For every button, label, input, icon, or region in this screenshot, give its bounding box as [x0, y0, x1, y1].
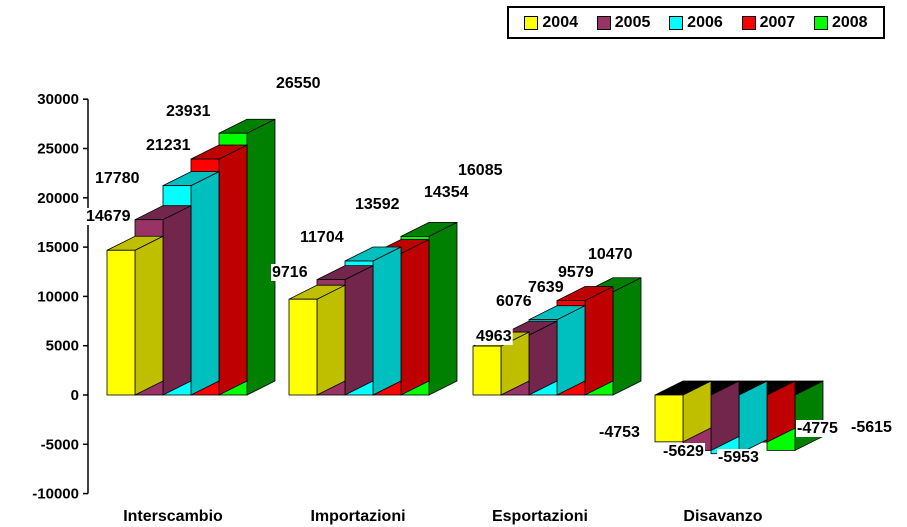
- data-label: 14354: [424, 184, 469, 201]
- data-label-bg: [598, 424, 642, 441]
- bar-side-face: [344, 264, 374, 396]
- data-label-bg: [850, 419, 894, 436]
- bar-side-face: [162, 205, 192, 396]
- y-tick-label: -10000: [32, 486, 79, 503]
- bar-side-face: [218, 144, 248, 396]
- data-label-bg: [557, 264, 595, 281]
- y-tick-label: 20000: [37, 190, 79, 207]
- data-label: 9716: [272, 264, 308, 281]
- legend-label: 2004: [542, 13, 578, 31]
- data-label: 14679: [86, 208, 131, 225]
- data-label: 7639: [528, 279, 564, 296]
- data-label: -5615: [851, 419, 892, 436]
- data-label: 16085: [458, 162, 503, 179]
- bar-side-face: [316, 284, 346, 396]
- data-label: -5629: [663, 443, 704, 460]
- data-label: 9579: [558, 264, 594, 281]
- legend-label: 2007: [759, 13, 796, 31]
- data-label-bg: [587, 246, 634, 263]
- y-tick-label: 0: [71, 387, 79, 404]
- legend-swatch: [813, 15, 828, 30]
- data-label: -4753: [599, 424, 640, 441]
- legend-item-2005: 2005: [596, 13, 651, 32]
- data-label: 11704: [300, 229, 344, 246]
- legend: 2004 2005 2006 2007 2008: [507, 6, 885, 39]
- legend-swatch: [596, 15, 611, 30]
- bar: [288, 298, 318, 396]
- data-label-bg: [527, 279, 565, 296]
- data-label: 4963: [476, 328, 512, 345]
- legend-item-2008: 2008: [813, 13, 868, 32]
- bar-side-face: [134, 235, 164, 396]
- data-label-bg: [717, 449, 761, 466]
- bar: [654, 394, 684, 443]
- data-label-bg: [85, 208, 132, 225]
- data-label: -5953: [718, 449, 759, 466]
- bar-side-face: [246, 118, 276, 396]
- bar: [472, 345, 502, 396]
- data-label: -4775: [797, 420, 838, 437]
- legend-label: 2006: [687, 13, 723, 31]
- data-label-bg: [354, 196, 401, 213]
- legend-label: 2005: [614, 13, 651, 31]
- data-label-bg: [299, 229, 345, 246]
- data-label: 23931: [166, 103, 211, 120]
- category-label: Disavanzo: [683, 508, 762, 525]
- legend-swatch: [741, 15, 756, 30]
- bar-side-face: [190, 171, 220, 396]
- data-label-bg: [145, 137, 192, 154]
- data-label: 26550: [276, 75, 321, 92]
- bar: [106, 249, 136, 396]
- y-tick-label: 5000: [46, 338, 79, 355]
- data-label: 10470: [588, 246, 633, 263]
- legend-item-2007: 2007: [741, 13, 796, 32]
- bar-side-face: [612, 277, 642, 396]
- data-label-bg: [271, 264, 309, 281]
- legend-label: 2008: [831, 13, 868, 31]
- y-tick-label: 30000: [37, 91, 79, 108]
- data-label-bg: [662, 443, 706, 460]
- data-label: 6076: [496, 293, 532, 310]
- data-label-bg: [495, 293, 533, 310]
- y-tick-label: 10000: [37, 288, 79, 305]
- data-label-bg: [457, 162, 504, 179]
- category-label: Esportazioni: [492, 508, 588, 525]
- y-tick-label: -5000: [41, 436, 79, 453]
- bar-side-face: [372, 246, 402, 396]
- bar-side-face: [556, 305, 586, 396]
- data-label-bg: [275, 75, 322, 92]
- bar-side-face: [584, 285, 614, 396]
- data-label: 17780: [95, 170, 140, 187]
- data-label-bg: [796, 420, 840, 437]
- data-label: 21231: [146, 137, 191, 154]
- y-tick-label: 25000: [37, 141, 79, 158]
- category-label: Importazioni: [310, 508, 405, 525]
- legend-item-2004: 2004: [524, 14, 578, 32]
- data-label: 13592: [355, 196, 400, 213]
- legend-swatch: [669, 15, 684, 30]
- bar-side-face: [428, 221, 458, 396]
- data-label-bg: [423, 184, 470, 201]
- y-tick-label: 15000: [37, 239, 79, 256]
- legend-swatch: [524, 15, 539, 30]
- bar-side-face: [400, 238, 430, 396]
- data-label-bg: [165, 103, 212, 120]
- data-label-bg: [475, 328, 513, 345]
- legend-item-2006: 2006: [669, 14, 723, 32]
- category-label: Interscambio: [123, 508, 223, 525]
- data-label-bg: [94, 170, 141, 187]
